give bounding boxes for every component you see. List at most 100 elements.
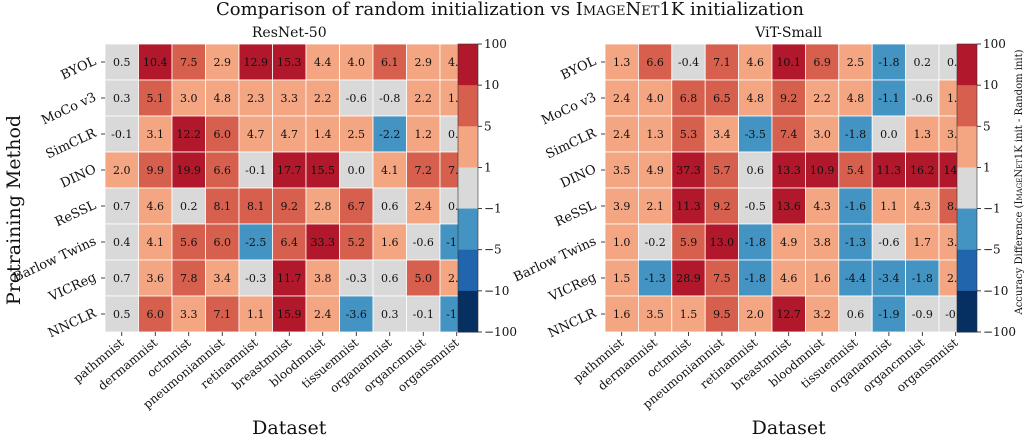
resnet50-row-label: SimCLR	[44, 126, 100, 163]
cbar-resnet50-segment	[458, 290, 478, 333]
heatmap-resnet50: ResNet-50 0.5 10.4 7.5 2.9 12.9 15.3 4.4 4.0 6.1 2…	[11, 25, 474, 439]
resnet50-cell	[205, 223, 240, 261]
vit-cell	[671, 43, 706, 81]
resnet50-cell	[305, 151, 340, 189]
resnet50-cell-label: 2.9	[214, 56, 232, 69]
vit-cell-label: 1.5	[613, 272, 631, 285]
resnet50-cell-label: 11.7	[277, 272, 302, 285]
resnet50-cell-label: 9.9	[147, 164, 165, 177]
resnet50-cell	[339, 79, 374, 117]
resnet50-cell-label: 5.2	[348, 236, 366, 249]
resnet50-cell-label: 3.8	[314, 272, 332, 285]
resnet50-cell-label: 4.0	[348, 56, 366, 69]
resnet50-cell	[104, 79, 139, 117]
resnet50-cell-label: -0.1	[245, 164, 266, 177]
vit-cell	[604, 43, 639, 81]
vit-cell	[738, 151, 773, 189]
heatmap-vit-small: ViT-Small 1.3 6.6 -0.4 7.1 4.6 10.1 6.9 2.5 -1.8 0…	[511, 25, 973, 439]
cbar-resnet50-segment	[458, 85, 478, 127]
vit-cell-label: 1.3	[613, 56, 631, 69]
resnet50-cell-label: 5.0	[415, 272, 433, 285]
vit-cell	[638, 43, 673, 81]
resnet50-title: ResNet-50	[252, 25, 327, 41]
resnet50-cell-label: 6.1	[381, 56, 399, 69]
vit-cell-label: -1.1	[878, 92, 899, 105]
resnet50-cell-label: -0.1	[111, 128, 132, 141]
resnet50-cell-label: 3.1	[147, 128, 165, 141]
resnet50-cell-label: 12.2	[177, 128, 202, 141]
vit-cell-label: 2.0	[747, 308, 765, 321]
vit-cell	[771, 151, 806, 189]
resnet50-cell-label: 6.0	[147, 308, 165, 321]
resnet50-cell-label: -0.3	[346, 272, 367, 285]
resnet50-cell-label: 0.3	[113, 92, 131, 105]
resnet50-cell-label: 4.1	[147, 236, 165, 249]
cbar-vit-segment	[957, 126, 977, 168]
resnet50-cell	[171, 187, 206, 225]
resnet50-cell-label: 3.3	[281, 92, 299, 105]
resnet50-cell-label: 5.6	[180, 236, 198, 249]
resnet50-cell-label: 4.8	[214, 92, 232, 105]
vit-cell-label: 4.8	[847, 92, 865, 105]
vit-cell	[738, 295, 773, 333]
resnet50-cell	[171, 223, 206, 261]
y-axis-label: Pretraining Method	[3, 115, 25, 305]
vit-cell-label: 16.2	[910, 164, 935, 177]
resnet50-cell	[238, 259, 273, 297]
vit-cell-label: 6.5	[713, 92, 731, 105]
vit-cell	[838, 223, 873, 261]
vit-cell-label: -0.4	[678, 56, 699, 69]
resnet50-cell	[305, 43, 340, 81]
resnet50-row-label: VICReg	[46, 270, 99, 305]
vit-cell	[638, 151, 673, 189]
resnet50-cell	[238, 115, 273, 153]
vit-cell-label: 7.5	[713, 272, 731, 285]
vit-cell	[771, 259, 806, 297]
vit-cell-label: -4.4	[845, 272, 866, 285]
resnet50-cell	[205, 151, 240, 189]
resnet50-cell-label: 2.4	[415, 200, 433, 213]
cbar-vit-segment	[957, 167, 977, 210]
cbar-vit-tick-label: 1	[983, 160, 991, 174]
cbar-vit-tick-label: −5	[983, 243, 1001, 257]
vit-title: ViT-Small	[754, 25, 822, 41]
vit-cell	[604, 115, 639, 153]
cbar-resnet50-segment	[458, 208, 478, 251]
resnet50-cell-label: 33.3	[311, 236, 336, 249]
vit-cell-label: 37.3	[676, 164, 701, 177]
resnet50-cell	[339, 187, 374, 225]
resnet50-cell-label: 10.4	[143, 56, 168, 69]
resnet50-cell-label: 4.1	[381, 164, 399, 177]
vit-cell	[738, 115, 773, 153]
resnet50-cell	[272, 187, 307, 225]
cbar-vit-segment	[957, 85, 977, 127]
vit-cell	[838, 115, 873, 153]
resnet50-cell	[406, 223, 441, 261]
vit-cell-label: 2.5	[847, 56, 865, 69]
vit-cell-label: 3.5	[646, 308, 664, 321]
resnet50-cell	[138, 79, 173, 117]
vit-cell	[871, 43, 907, 81]
cbar-vit-segment	[957, 249, 977, 292]
vit-cell-label: 4.9	[646, 164, 664, 177]
cbar-resnet50-tick-label: −100	[484, 325, 517, 339]
resnet50-cell	[372, 223, 407, 261]
vit-cell	[838, 259, 873, 297]
cbar-vit-tick-label: −1	[983, 202, 1001, 216]
vit-cell	[905, 43, 940, 81]
resnet50-cell-label: 0.4	[113, 236, 131, 249]
vit-cell-label: 10.1	[776, 56, 801, 69]
vit-cell-label: -0.6	[912, 92, 933, 105]
vit-cell-label: 3.0	[813, 128, 831, 141]
resnet50-cell-label: 6.4	[281, 236, 299, 249]
vit-cell-label: 1.3	[646, 128, 664, 141]
vit-cell-label: -0.5	[745, 200, 766, 213]
vit-cell	[771, 115, 806, 153]
vit-cell	[838, 151, 873, 189]
vit-cell	[704, 223, 740, 261]
vit-cell-label: 5.9	[680, 236, 698, 249]
resnet50-cell-label: 1.6	[381, 236, 399, 249]
resnet50-cell	[339, 115, 374, 153]
resnet50-cell-label: 2.9	[415, 56, 433, 69]
